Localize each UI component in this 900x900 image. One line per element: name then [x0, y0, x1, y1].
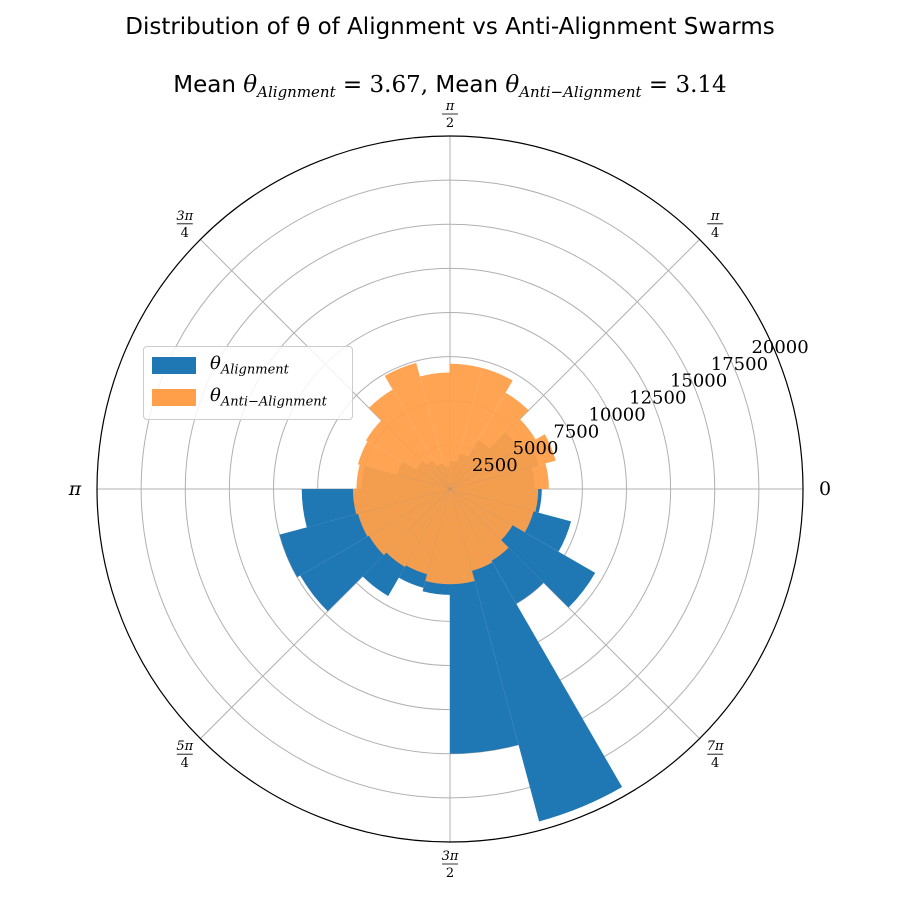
radial-tick-label-3: 10000: [588, 405, 645, 426]
anti-alignment-bar-15: [386, 489, 450, 567]
subtitle-sub-2: Anti−Alignment: [519, 83, 642, 101]
subtitle-value-1: = 3.67,: [335, 72, 436, 98]
anti-alignment-bar-13: [357, 489, 450, 537]
anti-alignment-bar-0: [450, 463, 549, 489]
anti-alignment-bar-22: [450, 489, 534, 533]
anti-alignment-bar-1: [450, 434, 556, 489]
polar-spine: [96, 135, 804, 843]
subtitle-symbol-1: θ: [243, 72, 258, 98]
anti-alignment-bar-20: [450, 489, 509, 561]
angle-tick-label-0: 0: [819, 478, 831, 500]
anti-alignment-bar-3: [450, 392, 529, 489]
anti-alignment-bar-16: [405, 489, 450, 575]
anti-alignment-bar-10: [357, 441, 450, 489]
subtitle-prefix-2: Mean: [435, 72, 506, 98]
anti-alignment-bar-2: [450, 419, 536, 489]
angle-tick-label-5: 5π4: [176, 739, 193, 771]
alignment-bar-19: [450, 489, 623, 822]
anti-alignment-bar-5: [450, 363, 483, 489]
subtitle-value-2: = 3.14: [641, 72, 727, 98]
legend-swatch-alignment: [152, 356, 196, 374]
svg-text:0: 0: [819, 478, 831, 500]
anti-alignment-bar-23: [450, 489, 539, 512]
legend-label-alignment: θAlignment: [210, 352, 289, 378]
svg-text:4: 4: [181, 226, 189, 241]
angle-tick-label-6: 3π2: [442, 849, 459, 881]
svg-text:5π: 5π: [176, 739, 193, 754]
subtitle-symbol-2: θ: [505, 72, 520, 98]
legend-label-anti-alignment: θAnti−Alignment: [210, 384, 327, 410]
radial-tick-label-0: 2500: [472, 455, 518, 476]
svg-text:3π: 3π: [176, 209, 193, 224]
anti-alignment-bar-11: [356, 464, 450, 489]
radial-tick-label-2: 7500: [553, 421, 599, 442]
svg-text:4: 4: [181, 756, 189, 771]
radial-tick-label-5: 15000: [670, 371, 727, 392]
legend: θAlignment θAnti−Alignment: [143, 346, 353, 420]
svg-text:π: π: [68, 478, 82, 500]
anti-alignment-bar-21: [450, 489, 513, 541]
chart-title: Distribution of θ of Alignment vs Anti-A…: [125, 14, 775, 40]
anti-alignment-bar-14: [368, 489, 450, 556]
svg-text:7π: 7π: [707, 739, 724, 754]
svg-text:2: 2: [446, 116, 454, 131]
angle-tick-label-4: π: [68, 478, 82, 500]
svg-text:π: π: [710, 209, 720, 224]
anti-alignment-bar-4: [450, 367, 513, 489]
angle-tick-label-3: 3π4: [176, 209, 193, 241]
legend-entry-alignment: θAlignment: [152, 353, 289, 377]
radial-tick-label-4: 12500: [629, 388, 686, 409]
anti-alignment-bar-8: [368, 389, 450, 489]
angle-tick-label-2: π2: [442, 99, 458, 131]
anti-alignment-bar-7: [384, 362, 450, 489]
svg-text:4: 4: [711, 756, 719, 771]
anti-alignment-bar-17: [425, 489, 450, 585]
legend-swatch-anti-alignment: [152, 388, 196, 406]
svg-text:π: π: [445, 99, 455, 114]
svg-text:4: 4: [711, 226, 719, 241]
radial-tick-label-7: 20000: [751, 337, 808, 358]
svg-text:3π: 3π: [442, 849, 459, 864]
radial-tick-label-1: 5000: [513, 438, 559, 459]
anti-alignment-bar-19: [450, 489, 493, 571]
anti-alignment-bar-9: [365, 420, 450, 489]
legend-entry-anti-alignment: θAnti−Alignment: [152, 385, 327, 409]
anti-alignment-bar-18: [450, 489, 475, 585]
subtitle-prefix-1: Mean: [173, 72, 244, 98]
chart-subtitle: Mean θAlignment = 3.67, Mean θAnti−Align…: [0, 72, 900, 101]
angle-tick-label-1: π4: [707, 209, 724, 241]
subtitle-sub-1: Alignment: [257, 83, 336, 101]
radial-tick-label-6: 17500: [711, 354, 768, 375]
anti-alignment-bar-12: [352, 489, 450, 515]
angle-tick-label-7: 7π4: [707, 739, 724, 771]
anti-alignment-bar-6: [419, 372, 450, 489]
svg-text:2: 2: [446, 866, 454, 881]
